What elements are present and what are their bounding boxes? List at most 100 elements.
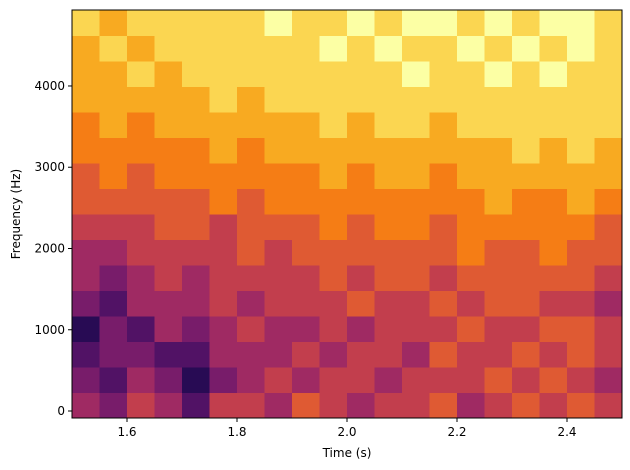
heatmap-cell (429, 188, 458, 215)
heatmap-cell (594, 392, 623, 419)
heatmap-cell (292, 341, 320, 368)
heatmap-cell (512, 316, 540, 342)
heatmap-cell (429, 112, 458, 138)
heatmap-cell (402, 112, 430, 138)
heatmap-cell (512, 265, 540, 291)
heatmap-cell (594, 61, 623, 87)
heatmap-cell (484, 392, 513, 419)
heatmap-cell (374, 35, 403, 62)
heatmap-cell (374, 112, 403, 138)
heatmap-cell (347, 290, 375, 317)
heatmap-cell (512, 35, 540, 62)
heatmap-cell (429, 86, 458, 113)
x-tick-label: 2.0 (337, 425, 356, 439)
heatmap-cell (182, 10, 210, 36)
heatmap-cell (347, 214, 375, 240)
heatmap-cell (154, 239, 183, 266)
heatmap-cell (72, 163, 100, 189)
heatmap-cell (154, 341, 183, 368)
heatmap-cell (154, 290, 183, 317)
heatmap-cell (347, 10, 375, 36)
heatmap-cell (402, 239, 430, 266)
heatmap-cell (567, 316, 595, 342)
heatmap-cell (402, 188, 430, 215)
heatmap-cell (484, 10, 513, 36)
heatmap-cell (264, 239, 293, 266)
heatmap-cell (182, 239, 210, 266)
heatmap-cell (209, 61, 238, 87)
heatmap-cell (594, 35, 623, 62)
heatmap-cell (512, 112, 540, 138)
heatmap-cell (374, 316, 403, 342)
heatmap-cell (457, 163, 485, 189)
heatmap-cell (154, 265, 183, 291)
heatmap-cell (264, 367, 293, 393)
heatmap-cell (484, 112, 513, 138)
heatmap-cell (374, 163, 403, 189)
heatmap-cell (402, 163, 430, 189)
heatmap-cell (237, 61, 265, 87)
heatmap-cell (99, 86, 128, 113)
heatmap-cell (347, 86, 375, 113)
heatmap-cell (484, 61, 513, 87)
heatmap-cell (209, 341, 238, 368)
heatmap-cell (567, 137, 595, 164)
heatmap-cell (594, 290, 623, 317)
heatmap-cell (292, 112, 320, 138)
heatmap-cell (429, 137, 458, 164)
heatmap-cell (99, 137, 128, 164)
heatmap-cell (539, 10, 568, 36)
heatmap-cell (567, 392, 595, 419)
heatmap-cell (264, 163, 293, 189)
heatmap-cell (209, 137, 238, 164)
heatmap-cell (264, 392, 293, 419)
heatmap-cell (594, 239, 623, 266)
heatmap-cell (347, 188, 375, 215)
heatmap-cell (594, 265, 623, 291)
heatmap-cell (237, 290, 265, 317)
heatmap-cell (99, 290, 128, 317)
heatmap-cell (457, 392, 485, 419)
heatmap-cell (567, 290, 595, 317)
heatmap-cell (72, 10, 100, 36)
heatmap-cell (429, 239, 458, 266)
heatmap-cell (292, 137, 320, 164)
heatmap-cell (182, 392, 210, 419)
heatmap-cell (72, 239, 100, 266)
heatmap-cell (209, 239, 238, 266)
heatmap-cell (127, 392, 155, 419)
heatmap-cell (99, 35, 128, 62)
heatmap-cell (594, 316, 623, 342)
heatmap-cell (154, 188, 183, 215)
heatmap-cell (209, 163, 238, 189)
x-axis-label: Time (s) (322, 446, 372, 460)
heatmap-cell (539, 112, 568, 138)
heatmap-cell (484, 137, 513, 164)
heatmap-cell (209, 214, 238, 240)
heatmap-cell (154, 35, 183, 62)
x-tick-label: 1.8 (227, 425, 246, 439)
heatmap-cell (539, 265, 568, 291)
heatmap-cell (72, 137, 100, 164)
heatmap-cell (72, 214, 100, 240)
heatmap-cell (484, 367, 513, 393)
heatmap-cell (237, 239, 265, 266)
heatmap-cell (539, 290, 568, 317)
heatmap-cell (127, 290, 155, 317)
heatmap-cell (347, 112, 375, 138)
heatmap-cell (182, 86, 210, 113)
heatmap-cell (567, 35, 595, 62)
heatmap-cell (127, 86, 155, 113)
heatmap-cell (347, 239, 375, 266)
heatmap-cell (264, 316, 293, 342)
heatmap-cell (402, 316, 430, 342)
heatmap-cell (237, 367, 265, 393)
heatmap-cell (237, 137, 265, 164)
heatmap-cell (594, 112, 623, 138)
heatmap-cell (567, 10, 595, 36)
heatmap-cell (319, 35, 348, 62)
heatmap-cell (484, 35, 513, 62)
heatmap-cell (429, 290, 458, 317)
heatmap-cell (374, 10, 403, 36)
heatmap-cell (264, 214, 293, 240)
